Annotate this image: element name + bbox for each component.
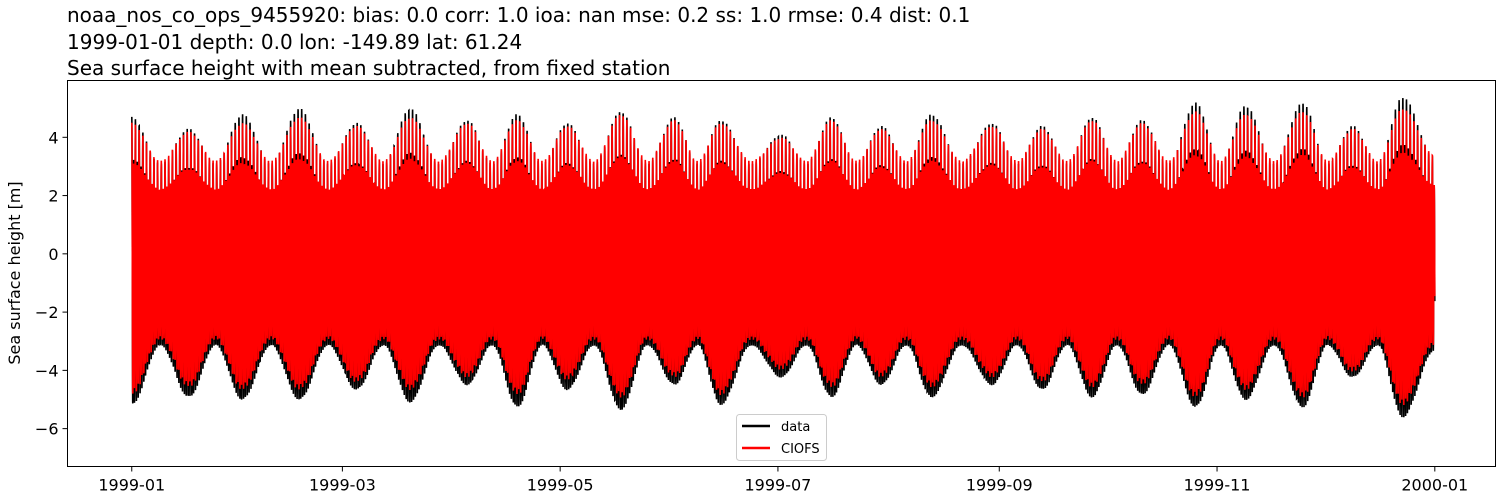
x-tick-label: 1999-03	[309, 476, 376, 495]
chart-title-line-2: 1999-01-01 depth: 0.0 lon: -149.89 lat: …	[67, 30, 522, 54]
y-tick-label: 2	[48, 187, 58, 206]
y-tick-label: −4	[35, 361, 59, 380]
x-axis: 1999-01 1999-03 1999-05 1999-07 1999-09 1999-…	[98, 466, 1468, 495]
y-axis: −6 −4 −2 0 2 4	[35, 128, 68, 439]
x-tick-label: 1999-11	[1184, 476, 1251, 495]
y-tick-label: −2	[35, 303, 59, 322]
chart-title-line-3: Sea surface height with mean subtracted,…	[67, 56, 670, 80]
y-tick-label: −6	[35, 420, 59, 439]
x-tick-label: 1999-07	[745, 476, 812, 495]
y-tick-label: 0	[48, 245, 58, 264]
chart-title-line-1: noaa_nos_co_ops_9455920: bias: 0.0 corr:…	[67, 3, 970, 27]
x-tick-label: 2000-01	[1401, 476, 1468, 495]
y-tick-label: 4	[48, 128, 58, 147]
legend-label-data: data	[781, 420, 810, 435]
legend-label-ciofs: CIOFS	[781, 442, 820, 457]
legend: data CIOFS	[736, 414, 827, 461]
x-tick-label: 1999-05	[527, 476, 594, 495]
series-line-ciofs	[131, 109, 1436, 406]
plot-frame	[67, 80, 1496, 467]
y-axis-label: Sea surface height [m]	[5, 181, 24, 364]
x-tick-label: 1999-09	[966, 476, 1033, 495]
series-layer	[131, 98, 1436, 418]
x-tick-label: 1999-01	[98, 476, 165, 495]
